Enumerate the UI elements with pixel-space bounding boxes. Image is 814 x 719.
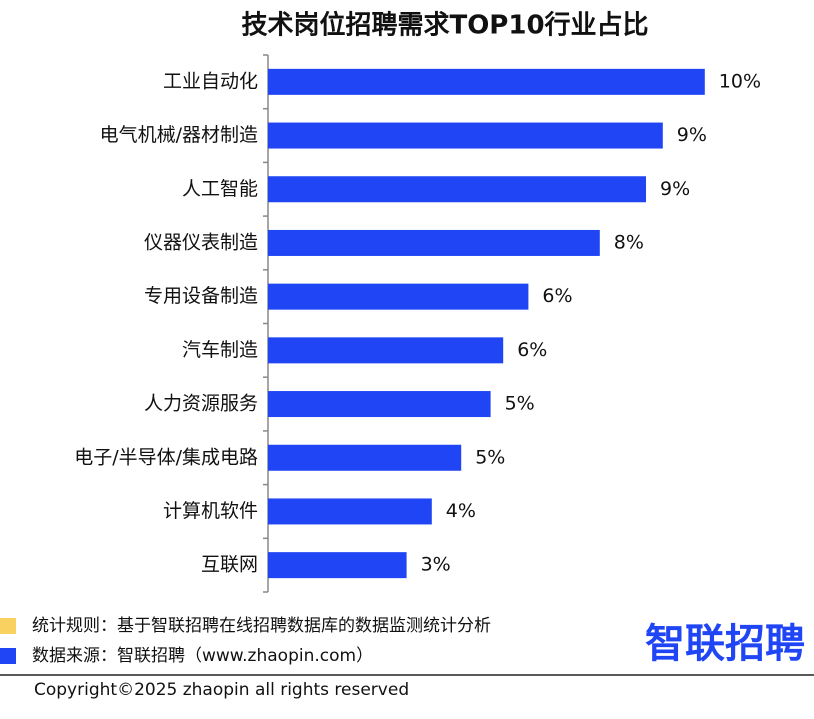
y-tick-label: 人工智能 [182,178,258,200]
bar [268,176,646,203]
y-tick-label: 互联网 [201,554,258,576]
copyright: Copyright©2025 zhaopin all rights reserv… [34,680,409,700]
value-label: 6% [542,285,572,307]
value-label: 8% [614,231,644,253]
y-tick-label: 专用设备制造 [144,285,258,307]
value-label: 5% [505,393,535,415]
bar [268,68,705,95]
value-label: 9% [677,124,707,146]
value-label: 10% [719,70,761,92]
value-label: 6% [517,339,547,361]
y-tick-label: 仪器仪表制造 [144,231,258,253]
y-tick-label: 汽车制造 [182,339,258,361]
y-tick-label: 人力资源服务 [144,393,258,415]
bar [268,391,491,418]
bar [268,498,432,525]
bar [268,122,663,149]
y-tick-label: 计算机软件 [163,500,258,522]
logo: 智联招聘 [645,621,805,667]
y-tick-label: 电气机械/器材制造 [100,124,258,146]
legend-swatch [0,648,16,664]
bar [268,283,529,310]
value-label: 5% [475,446,505,468]
y-tick-label: 电子/半导体/集成电路 [74,446,258,468]
value-label: 3% [421,554,451,576]
chart-title: 技术岗位招聘需求TOP10行业占比 [241,10,648,41]
bar [268,444,462,471]
bar [268,337,504,364]
footer-note: 数据来源：智联招聘（www.zhaopin.com） [32,646,373,666]
bar [268,229,600,256]
value-label: 9% [660,178,690,200]
legend-swatch [0,618,16,634]
bar [268,552,407,579]
value-label: 4% [446,500,476,522]
footer-note: 统计规则：基于智联招聘在线招聘数据库的数据监测统计分析 [32,616,491,636]
y-tick-label: 工业自动化 [163,70,258,92]
